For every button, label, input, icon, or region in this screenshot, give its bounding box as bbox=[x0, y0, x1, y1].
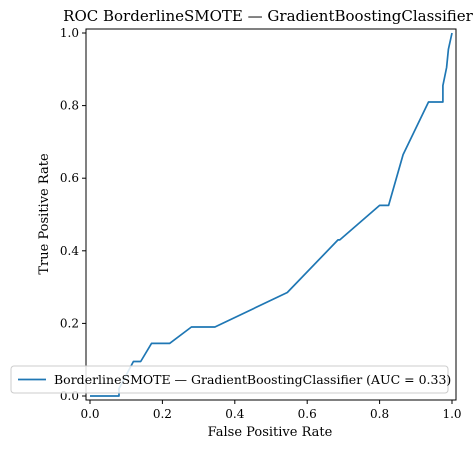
x-tick-label: 0.4 bbox=[225, 407, 244, 421]
x-tick-label: 1.0 bbox=[442, 407, 461, 421]
y-tick-label: 0.2 bbox=[60, 316, 79, 330]
legend-box bbox=[10, 365, 449, 394]
y-tick-label: 0.8 bbox=[60, 99, 79, 113]
y-axis-label: True Positive Rate bbox=[37, 153, 52, 275]
y-tick-label: 1.0 bbox=[60, 26, 79, 40]
x-tick-label: 0.2 bbox=[153, 407, 172, 421]
roc-curve bbox=[90, 32, 453, 397]
chart-title: ROC BorderlineSMOTE — GradientBoostingCl… bbox=[63, 7, 473, 25]
x-axis-label: False Positive Rate bbox=[208, 425, 333, 440]
x-tick-label: 0.0 bbox=[80, 407, 99, 421]
legend-label: BorderlineSMOTE — GradientBoostingClassi… bbox=[54, 372, 451, 387]
y-tick-label: 0.6 bbox=[60, 171, 79, 185]
axes-frame bbox=[85, 28, 457, 401]
x-tick-label: 0.6 bbox=[298, 407, 317, 421]
y-tick-label: 0.4 bbox=[60, 244, 79, 258]
x-tick-label: 0.8 bbox=[370, 407, 389, 421]
plot-area: 0.0 0.2 0.4 0.6 0.8 1.00.00.20.40.60.81.0 bbox=[60, 26, 462, 421]
legend: BorderlineSMOTE — GradientBoostingClassi… bbox=[10, 365, 451, 394]
